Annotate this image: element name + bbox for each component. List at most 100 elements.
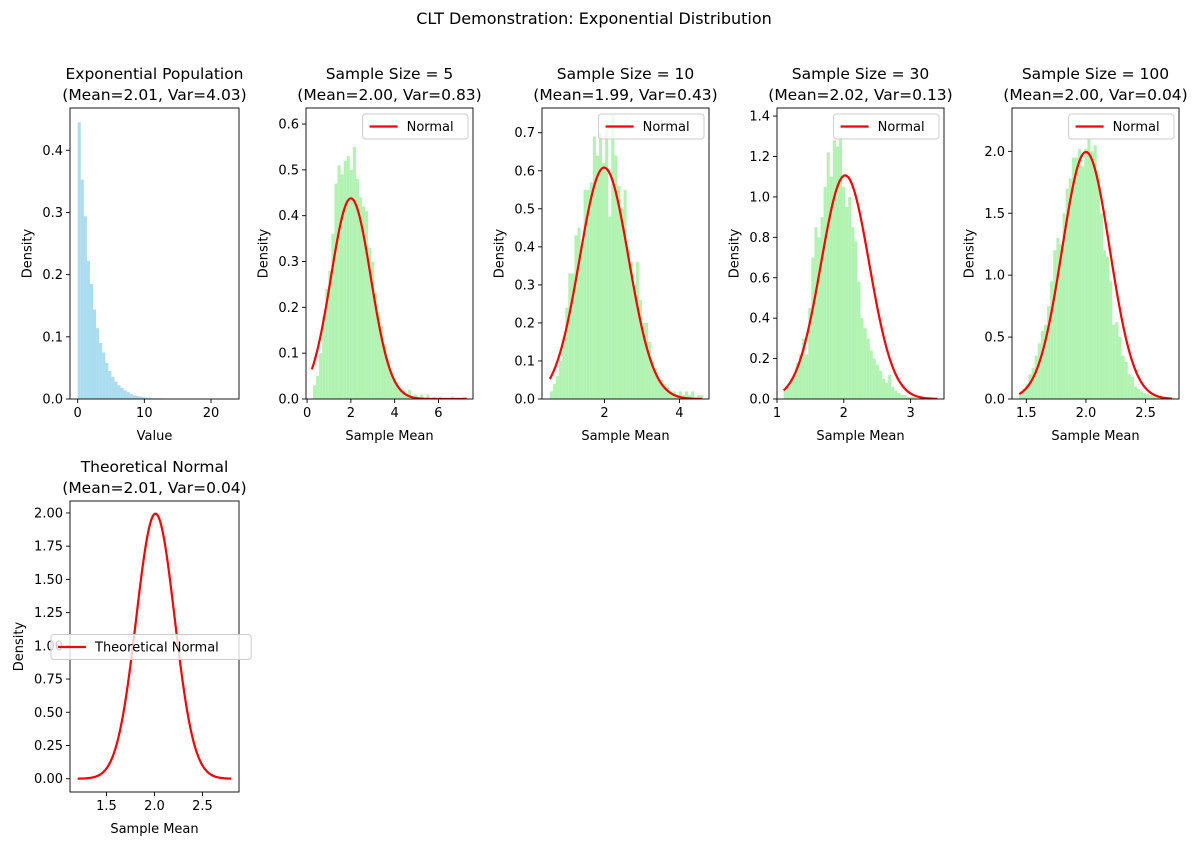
- legend-box: [598, 113, 705, 140]
- plot-area: [548, 113, 704, 399]
- legend: Theoretical Normal: [50, 634, 252, 660]
- histogram-bar: [556, 376, 560, 399]
- histogram-bar: [337, 165, 341, 399]
- y-tick-label: 0.5: [984, 331, 1005, 346]
- subplot-subtitle: (Mean=2.00, Var=0.83): [297, 86, 481, 104]
- x-tick-label: 20: [203, 406, 220, 421]
- y-tick-label: 0.4: [42, 144, 63, 159]
- histogram-bar: [1037, 343, 1041, 399]
- x-axis-label: Value: [137, 429, 173, 444]
- histogram-bar: [663, 383, 667, 399]
- legend-box: [1068, 113, 1175, 140]
- y-tick-label: 1.50: [34, 573, 63, 588]
- histogram-bar: [1050, 281, 1054, 399]
- histogram-bar: [691, 391, 695, 399]
- histogram-bar: [814, 227, 818, 399]
- y-tick-label: 0.0: [278, 393, 299, 408]
- histogram-bar: [1056, 238, 1060, 399]
- histogram-bar: [669, 391, 673, 399]
- histogram-bar: [1043, 324, 1048, 399]
- y-tick-label: 1.5: [984, 207, 1005, 222]
- y-tick-label: 0.5: [514, 202, 535, 217]
- axes-frame: [776, 107, 945, 400]
- y-tick-label: 0.1: [514, 354, 535, 369]
- histogram-bar: [145, 397, 149, 399]
- histogram-bar: [848, 196, 852, 399]
- histogram-bar: [386, 357, 390, 399]
- y-tick-label: 0.3: [278, 255, 299, 270]
- x-tick-label: 2.5: [1135, 406, 1156, 421]
- x-tick-label: 2: [347, 406, 355, 421]
- x-tick-label: 2.5: [192, 799, 213, 814]
- histogram-bar: [313, 385, 317, 399]
- axes-frame: [541, 107, 710, 400]
- histogram-bar: [626, 246, 630, 399]
- y-tick-label: 0.0: [984, 393, 1005, 408]
- x-tick-label: 3: [906, 406, 914, 421]
- histogram-bar: [842, 186, 846, 399]
- x-tick-label: 0: [303, 406, 311, 421]
- histogram-bar: [1102, 250, 1106, 399]
- histogram-bar: [1019, 392, 1023, 399]
- histogram-bar: [614, 155, 618, 399]
- histogram-bar: [845, 207, 849, 399]
- histogram-bar: [1093, 145, 1097, 399]
- histogram-bar: [912, 396, 916, 399]
- histogram-bar: [906, 396, 910, 399]
- histogram-bar: [805, 354, 809, 399]
- plot-area: [77, 512, 232, 780]
- chart-panel-4: 1 2 3 0.0 0.2 0.4 0.6 0.8 1.0 1.2 1.4 Sample Mean De…: [727, 65, 952, 444]
- histogram-bar: [1053, 250, 1057, 399]
- histogram-bar: [120, 387, 124, 399]
- histogram-bar: [799, 354, 803, 399]
- histogram-bar: [875, 364, 879, 399]
- histogram-bar: [580, 246, 584, 399]
- histogram-bar: [1106, 256, 1110, 399]
- x-tick-label: 1.5: [1016, 406, 1037, 421]
- plot-area: [1018, 138, 1175, 399]
- histogram-bar: [1062, 213, 1066, 399]
- histogram-bar: [340, 174, 344, 399]
- histogram-bar: [885, 382, 889, 399]
- histogram-bar: [1096, 173, 1100, 399]
- histogram-bar: [89, 283, 93, 399]
- histogram-bar: [638, 300, 642, 399]
- plot-area: [782, 136, 938, 399]
- legend: Normal: [598, 113, 705, 140]
- y-tick-label: 0.2: [278, 301, 299, 316]
- histogram-bar: [1090, 151, 1094, 399]
- histogram-bar: [888, 374, 892, 399]
- histogram-bar: [592, 136, 596, 399]
- subplot-subtitle: (Mean=1.99, Var=0.43): [533, 86, 717, 104]
- y-tick-label: 1.25: [34, 606, 63, 621]
- histogram-bar: [549, 391, 553, 399]
- histogram-bar: [559, 360, 563, 399]
- subplot-title: Theoretical Normal: [80, 458, 229, 476]
- histogram-bar: [374, 293, 378, 399]
- histogram-bar: [77, 122, 81, 399]
- histogram-bar: [407, 389, 412, 399]
- x-tick-label: 4: [675, 406, 683, 421]
- y-tick-label: 0.2: [514, 316, 535, 331]
- histogram-bar: [1034, 355, 1038, 399]
- histogram-bar: [1152, 396, 1156, 399]
- histogram-bar: [1078, 148, 1082, 399]
- histogram-bar: [1047, 306, 1051, 399]
- histogram-bar: [1068, 178, 1072, 399]
- y-tick-label: 2.00: [34, 506, 63, 521]
- histogram-bar: [426, 394, 430, 399]
- histogram-bar: [648, 341, 652, 399]
- normal-curve-line: [77, 512, 232, 780]
- histogram-bar: [358, 197, 363, 399]
- histogram-bar: [795, 362, 800, 399]
- histogram-bar: [623, 189, 627, 399]
- figure-suptitle: CLT Demonstration: Exponential Distribut…: [416, 9, 772, 28]
- chart-panel-6: 1.5 2.0 2.50.000.250.500.751.001.251.501.7…: [12, 458, 252, 837]
- histogram-bar: [1118, 337, 1122, 399]
- histogram-bar: [872, 358, 876, 399]
- chart-panel-2: 0 2 4 6 0.0 0.1 0.2 0.3 0.4 0.5 0.6 Sample Mean Dens…: [256, 65, 481, 444]
- histogram-bar: [568, 273, 572, 399]
- x-axis-label: Sample Mean: [110, 822, 198, 837]
- histogram-bar: [666, 387, 670, 399]
- histogram-bar: [620, 208, 624, 399]
